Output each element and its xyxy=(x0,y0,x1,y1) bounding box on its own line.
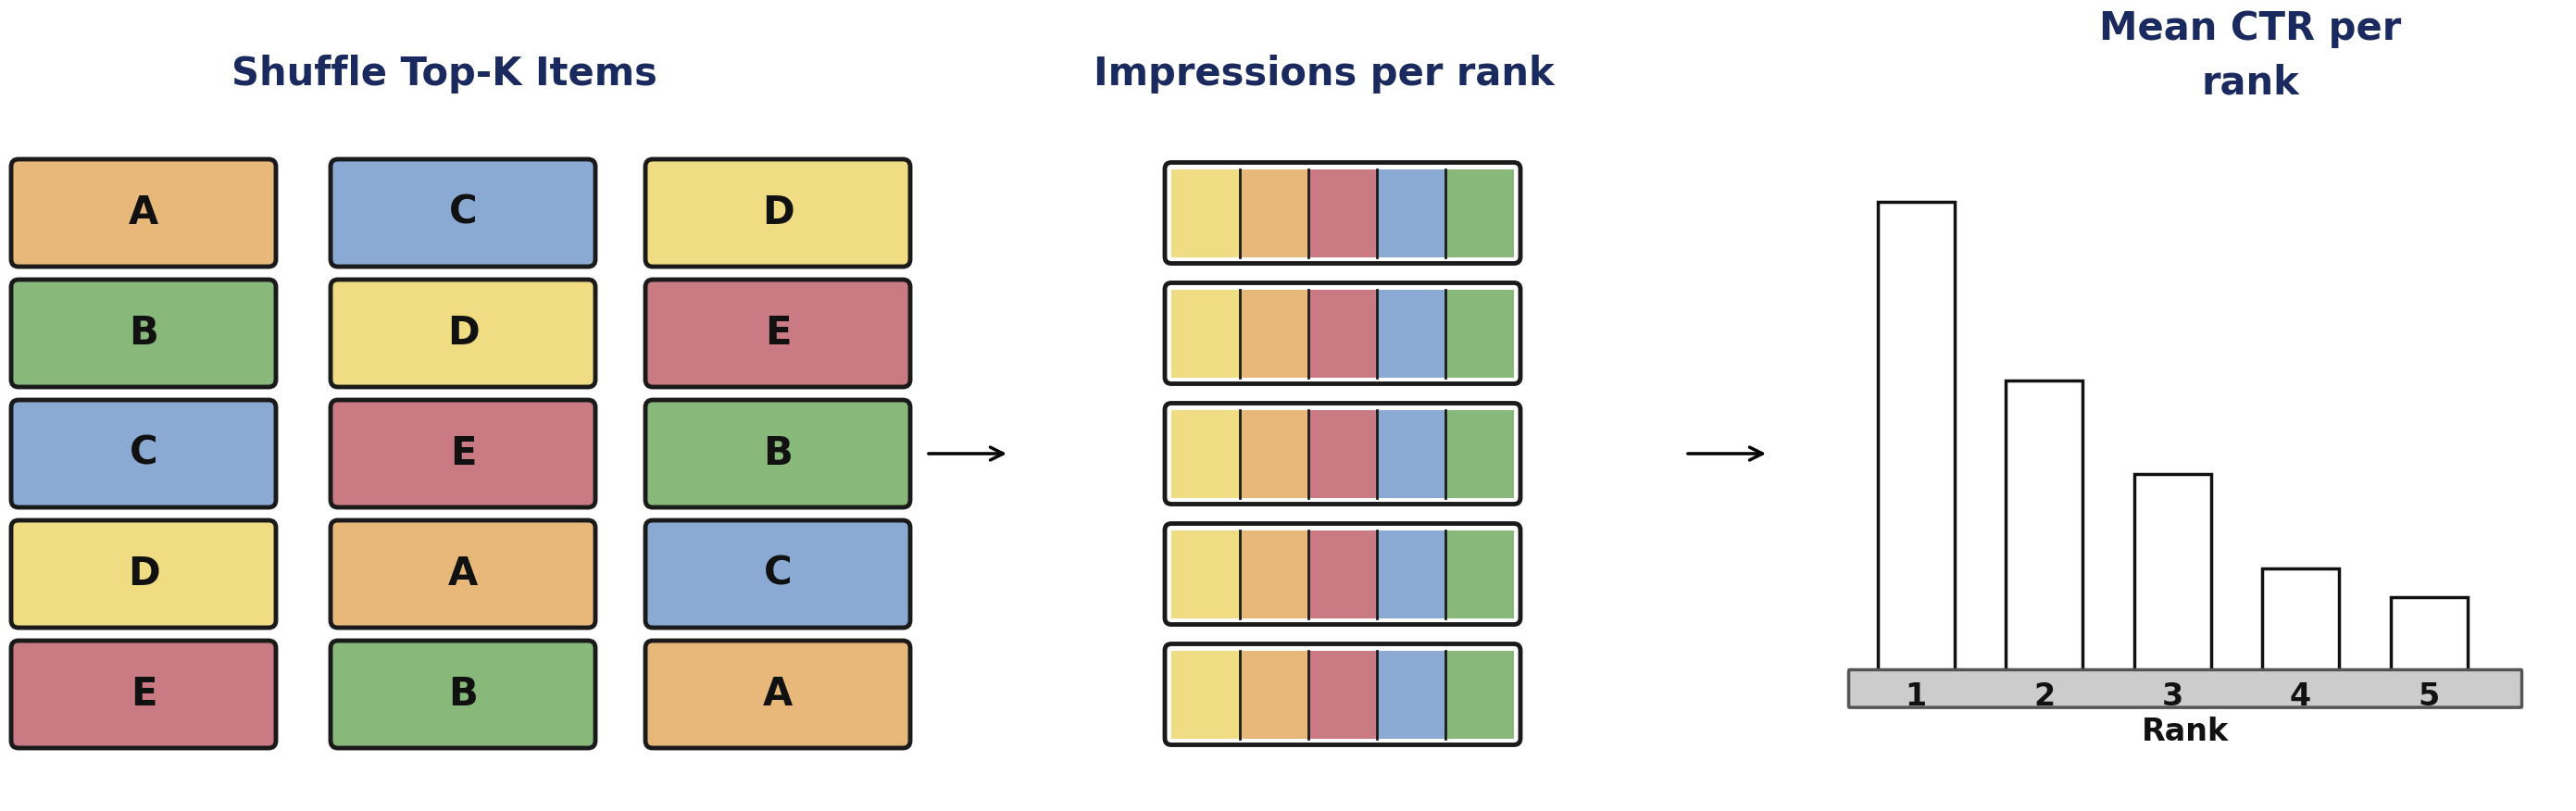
Text: Shuffle Top-K Items: Shuffle Top-K Items xyxy=(232,54,657,93)
Bar xyxy=(1239,169,1309,257)
Text: B: B xyxy=(762,434,793,473)
Bar xyxy=(1378,530,1445,618)
Text: C: C xyxy=(448,194,477,233)
Text: D: D xyxy=(448,314,479,353)
Text: C: C xyxy=(762,555,791,594)
Bar xyxy=(1378,290,1445,377)
Bar xyxy=(1445,410,1515,498)
Bar xyxy=(1172,290,1239,377)
FancyBboxPatch shape xyxy=(330,159,595,267)
Bar xyxy=(1239,530,1309,618)
Bar xyxy=(1878,201,1955,672)
Bar xyxy=(1378,650,1445,738)
FancyBboxPatch shape xyxy=(10,159,276,267)
Bar xyxy=(2007,380,2081,672)
FancyBboxPatch shape xyxy=(330,400,595,508)
Text: E: E xyxy=(765,314,791,353)
Bar xyxy=(1239,410,1309,498)
Bar xyxy=(1445,290,1515,377)
FancyBboxPatch shape xyxy=(330,521,595,628)
FancyBboxPatch shape xyxy=(647,521,909,628)
FancyBboxPatch shape xyxy=(647,280,909,387)
Bar xyxy=(2262,569,2339,672)
Bar xyxy=(1172,530,1239,618)
Text: D: D xyxy=(126,555,160,594)
Bar xyxy=(1172,169,1239,257)
FancyBboxPatch shape xyxy=(10,400,276,508)
FancyBboxPatch shape xyxy=(330,641,595,748)
Text: A: A xyxy=(448,555,479,594)
Text: Impressions per rank: Impressions per rank xyxy=(1095,54,1553,93)
Bar xyxy=(1239,650,1309,738)
Text: A: A xyxy=(762,675,793,714)
Bar xyxy=(1378,410,1445,498)
Bar xyxy=(1172,650,1239,738)
Bar xyxy=(2391,597,2468,672)
Bar xyxy=(1445,530,1515,618)
Text: E: E xyxy=(131,675,157,714)
FancyBboxPatch shape xyxy=(647,641,909,748)
FancyBboxPatch shape xyxy=(330,280,595,387)
Bar xyxy=(1445,169,1515,257)
Text: B: B xyxy=(129,314,157,353)
Bar xyxy=(2133,474,2210,672)
Bar xyxy=(1309,650,1378,738)
X-axis label: Rank: Rank xyxy=(2141,717,2228,748)
Bar xyxy=(1378,169,1445,257)
Text: A: A xyxy=(129,194,160,233)
Text: D: D xyxy=(762,194,793,233)
FancyBboxPatch shape xyxy=(10,641,276,748)
Bar xyxy=(1172,410,1239,498)
FancyBboxPatch shape xyxy=(10,280,276,387)
Bar xyxy=(1309,290,1378,377)
Bar xyxy=(1445,650,1515,738)
FancyBboxPatch shape xyxy=(1850,670,2522,707)
FancyBboxPatch shape xyxy=(647,159,909,267)
Text: Mean CTR per
rank: Mean CTR per rank xyxy=(2099,9,2401,102)
Bar xyxy=(1309,530,1378,618)
Bar xyxy=(1309,169,1378,257)
Bar xyxy=(1309,410,1378,498)
Text: C: C xyxy=(129,434,157,473)
Text: B: B xyxy=(448,675,477,714)
FancyBboxPatch shape xyxy=(10,521,276,628)
Bar xyxy=(1239,290,1309,377)
Text: E: E xyxy=(451,434,477,473)
FancyBboxPatch shape xyxy=(647,400,909,508)
